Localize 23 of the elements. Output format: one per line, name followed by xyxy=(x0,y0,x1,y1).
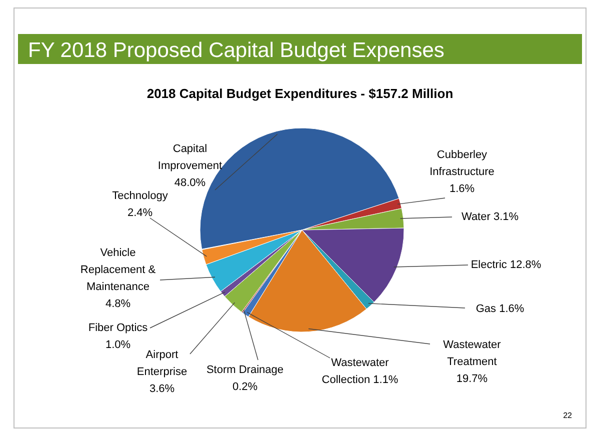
text: 22 xyxy=(563,411,573,420)
data-label: 0.2% xyxy=(232,381,258,393)
data-label: 1.6% xyxy=(449,183,475,195)
data-label: 1.0% xyxy=(105,339,131,351)
slice-label: Wastewater Treatment xyxy=(443,339,502,368)
slice-label: Cubberley Infrastructure xyxy=(430,149,494,178)
data-label: 3.6% xyxy=(149,383,175,395)
chart-title: FY 2018 Proposed Capital Budget Expenses xyxy=(28,39,444,62)
slice-label: Water 3.1% xyxy=(461,211,519,223)
data-label: 48.0% xyxy=(174,177,206,189)
slice-label: Fiber Optics xyxy=(88,322,148,334)
slice-label: Gas 1.6% xyxy=(476,303,524,315)
data-label: 2.4% xyxy=(127,207,153,219)
chart-subtitle: 2018 Capital Budget Expenditures - $157.2 Million xyxy=(146,86,454,101)
data-label: 19.7% xyxy=(456,373,488,385)
slice-label: Electric 12.8% xyxy=(470,259,542,271)
slice-label: Technology xyxy=(112,190,168,202)
slice-label: Storm Drainage xyxy=(206,364,284,376)
data-label: 4.8% xyxy=(105,298,131,310)
slice-label: Vehicle Replacement & Maintenance xyxy=(80,247,156,293)
slice-label: Airport Enterprise xyxy=(136,349,188,378)
slice-label: Wastewater Collection 1.1% xyxy=(322,357,398,386)
slice-label: Capital Improvement xyxy=(158,143,222,172)
